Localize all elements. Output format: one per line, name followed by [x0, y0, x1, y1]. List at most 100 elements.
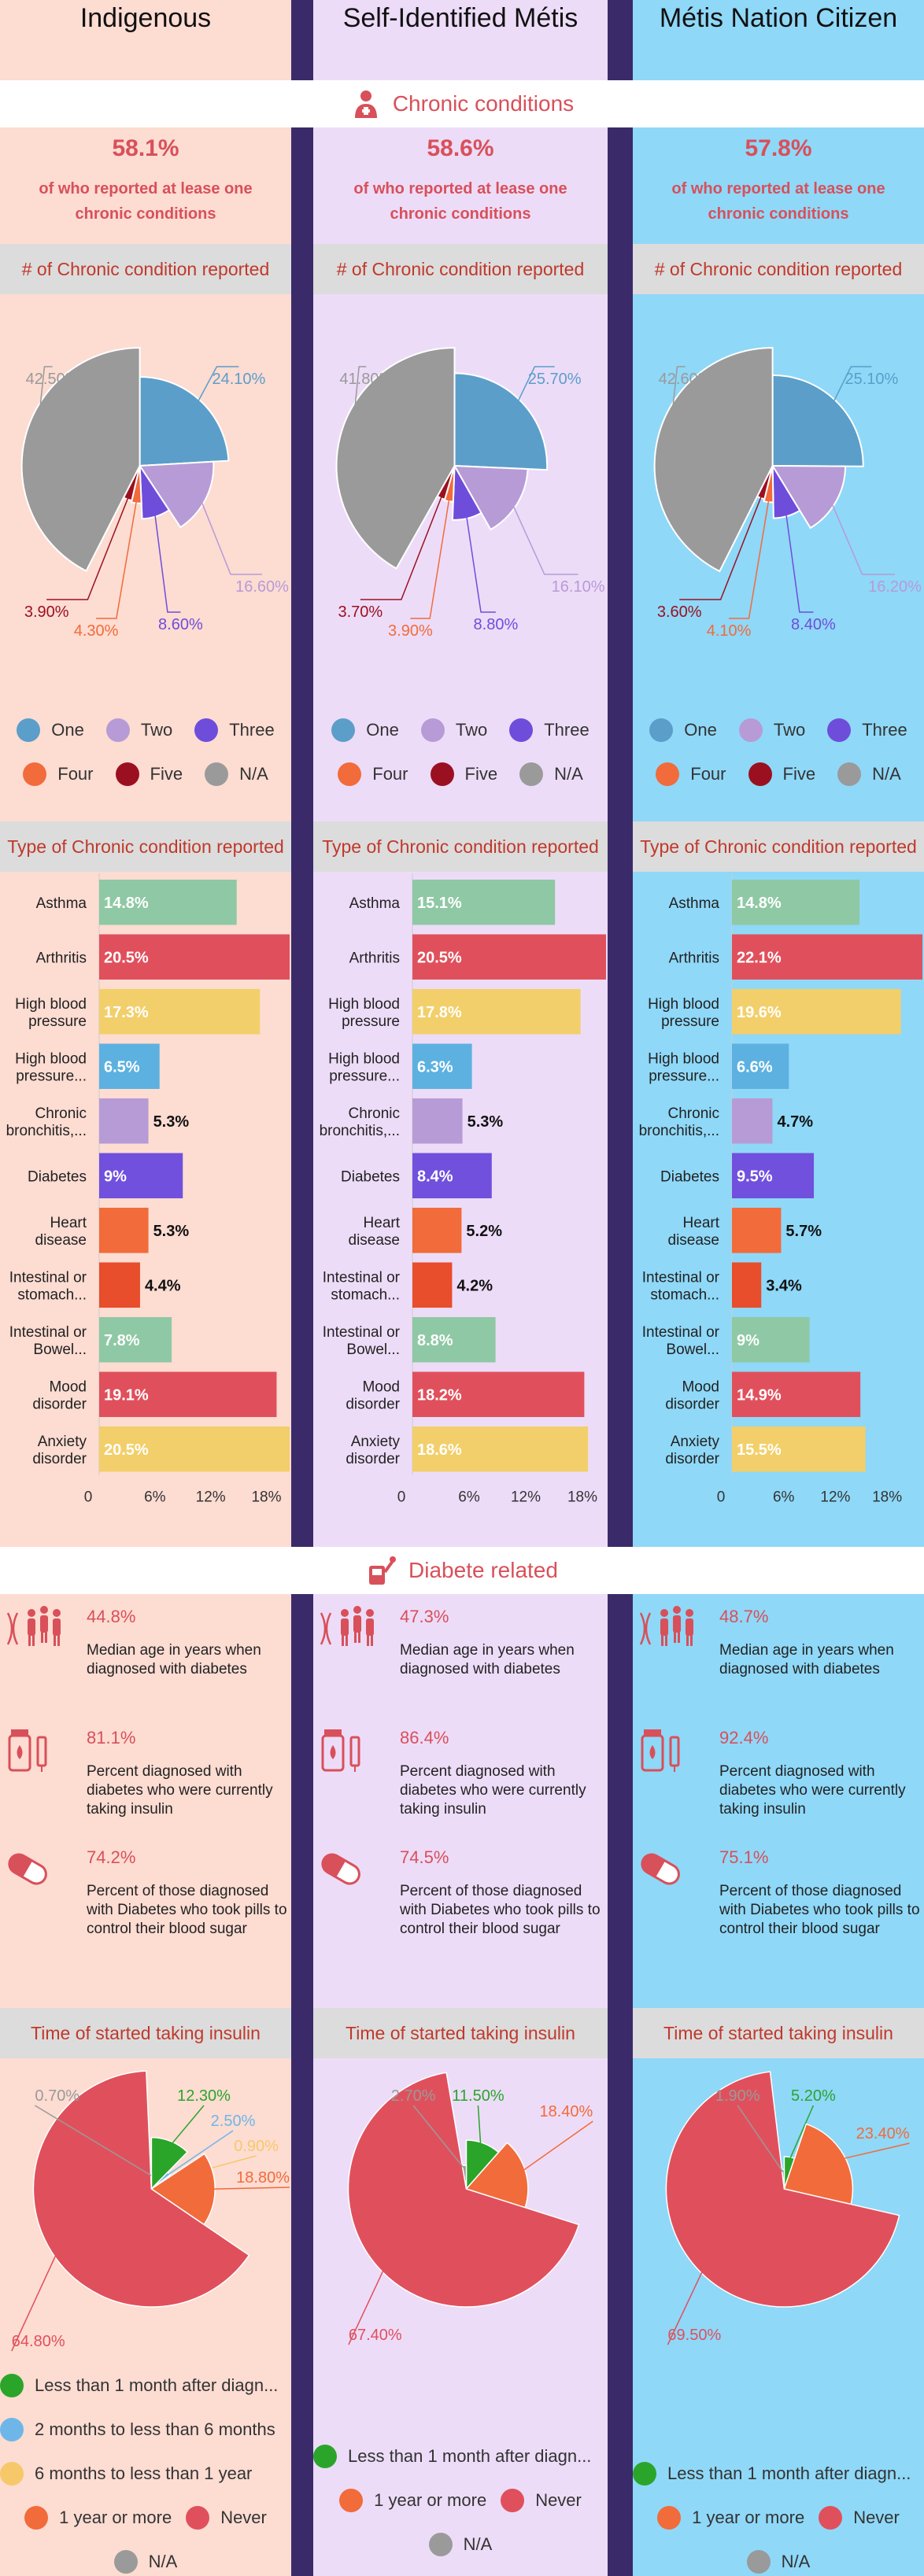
x-tick-label: 0: [397, 1489, 406, 1506]
legend-row: Less than 1 month after diagn...: [0, 2364, 291, 2408]
pie-slice[interactable]: [139, 376, 230, 467]
pie-slice[interactable]: [771, 374, 864, 467]
bar[interactable]: [412, 934, 606, 980]
bar[interactable]: [412, 880, 556, 925]
legend-item[interactable]: Never: [501, 2489, 582, 2512]
pie-slice[interactable]: [465, 2142, 529, 2209]
pie-slice[interactable]: [665, 2071, 900, 2308]
pie-slice[interactable]: [783, 2123, 854, 2205]
bar[interactable]: [732, 880, 860, 925]
bar[interactable]: [732, 1317, 810, 1363]
bar[interactable]: [732, 1098, 773, 1144]
legend-item[interactable]: One: [331, 718, 399, 742]
bar[interactable]: [412, 1208, 462, 1253]
legend-item[interactable]: Two: [105, 718, 172, 742]
bar[interactable]: [412, 1098, 463, 1144]
bar[interactable]: [732, 1426, 866, 1472]
bar-value-label: 14.8%: [737, 895, 782, 912]
legend-item[interactable]: 1 year or more: [657, 2506, 804, 2530]
legend-item[interactable]: N/A: [113, 2550, 177, 2574]
legend-item[interactable]: Never: [186, 2506, 267, 2530]
bar[interactable]: [99, 989, 261, 1035]
legend-label: Five: [782, 764, 816, 784]
legend-item[interactable]: 1 year or more: [339, 2489, 486, 2512]
pie-slice[interactable]: [453, 464, 529, 531]
legend-item[interactable]: One: [649, 718, 717, 742]
bar[interactable]: [99, 1317, 172, 1363]
legend-label: 1 year or more: [374, 2490, 487, 2510]
leader-line: [35, 366, 53, 441]
legend-item[interactable]: Less than 1 month after diagn...: [633, 2462, 911, 2486]
legend-swatch: [194, 718, 219, 742]
legend-item[interactable]: Three: [509, 718, 590, 742]
pie-slice[interactable]: [653, 346, 774, 573]
legend-item[interactable]: Three: [827, 718, 907, 742]
bar[interactable]: [732, 989, 901, 1035]
legend-item[interactable]: Less than 1 month after diagn...: [0, 2374, 278, 2397]
bar[interactable]: [412, 1317, 496, 1363]
bar[interactable]: [412, 1043, 472, 1090]
pie-slice[interactable]: [347, 2072, 580, 2308]
legend-item[interactable]: Five: [748, 762, 816, 786]
legend-item[interactable]: One: [17, 718, 84, 742]
pie-slice[interactable]: [138, 460, 215, 529]
slice-value-label: 23.40%: [856, 2125, 910, 2142]
pie-slice[interactable]: [771, 464, 847, 530]
leader-line: [96, 499, 138, 619]
bar[interactable]: [732, 1043, 789, 1090]
insulin-time-header: Time of started taking insulin: [0, 2008, 291, 2058]
legend-item[interactable]: Five: [115, 762, 183, 786]
bar[interactable]: [732, 1371, 861, 1418]
legend-item[interactable]: Four: [23, 762, 94, 786]
legend-item[interactable]: N/A: [837, 762, 901, 786]
legend-item[interactable]: Three: [194, 718, 275, 742]
bar[interactable]: [99, 1371, 277, 1418]
bar[interactable]: [99, 1153, 183, 1199]
x-tick-label: 18%: [872, 1489, 902, 1506]
legend-item[interactable]: N/A: [205, 762, 268, 786]
bar[interactable]: [99, 1098, 149, 1144]
bar[interactable]: [732, 1153, 815, 1199]
chronic-percent: 57.8%: [745, 135, 812, 161]
bar-value-label: 4.2%: [456, 1277, 493, 1294]
legend-item[interactable]: Four: [338, 762, 408, 786]
bar[interactable]: [732, 1208, 782, 1253]
pie-slice[interactable]: [771, 463, 801, 519]
bar[interactable]: [412, 1153, 492, 1199]
legend-item[interactable]: 2 months to less than 6 months: [0, 2418, 275, 2441]
pie-slice[interactable]: [453, 372, 549, 471]
legend-item[interactable]: Five: [430, 762, 497, 786]
type-chronic-header: Type of Chronic condition reported: [0, 821, 291, 872]
bar[interactable]: [732, 1262, 762, 1308]
legend-item[interactable]: N/A: [519, 762, 583, 786]
legend-item[interactable]: Four: [656, 762, 726, 786]
pie-slice[interactable]: [32, 2070, 250, 2308]
bar[interactable]: [99, 1262, 140, 1308]
legend-item[interactable]: 1 year or more: [24, 2506, 172, 2530]
legend-item[interactable]: 6 months to less than 1 year: [0, 2462, 252, 2486]
pie-slice[interactable]: [150, 2136, 189, 2190]
legend-item[interactable]: Never: [819, 2506, 900, 2530]
legend-item[interactable]: Less than 1 month after diagn...: [313, 2445, 591, 2468]
legend-swatch: [748, 762, 772, 786]
bar[interactable]: [412, 1426, 589, 1472]
legend-item[interactable]: N/A: [428, 2533, 492, 2556]
bar[interactable]: [732, 934, 922, 980]
pie-slice[interactable]: [335, 346, 456, 570]
bar[interactable]: [99, 934, 290, 980]
pie-slice[interactable]: [150, 2172, 153, 2190]
bar[interactable]: [99, 1426, 290, 1472]
legend-item[interactable]: Two: [420, 718, 487, 742]
pie-slice[interactable]: [20, 346, 141, 572]
bar[interactable]: [412, 1371, 585, 1418]
bar[interactable]: [99, 1043, 160, 1090]
bar[interactable]: [412, 1262, 453, 1308]
legend-label: N/A: [781, 2552, 811, 2571]
legend-item[interactable]: Two: [738, 718, 805, 742]
legend-swatch: [113, 2550, 138, 2574]
bar[interactable]: [412, 989, 581, 1035]
legend-item[interactable]: N/A: [746, 2550, 811, 2574]
bar[interactable]: [99, 880, 237, 925]
pie-slice[interactable]: [139, 463, 171, 520]
bar[interactable]: [99, 1208, 149, 1253]
